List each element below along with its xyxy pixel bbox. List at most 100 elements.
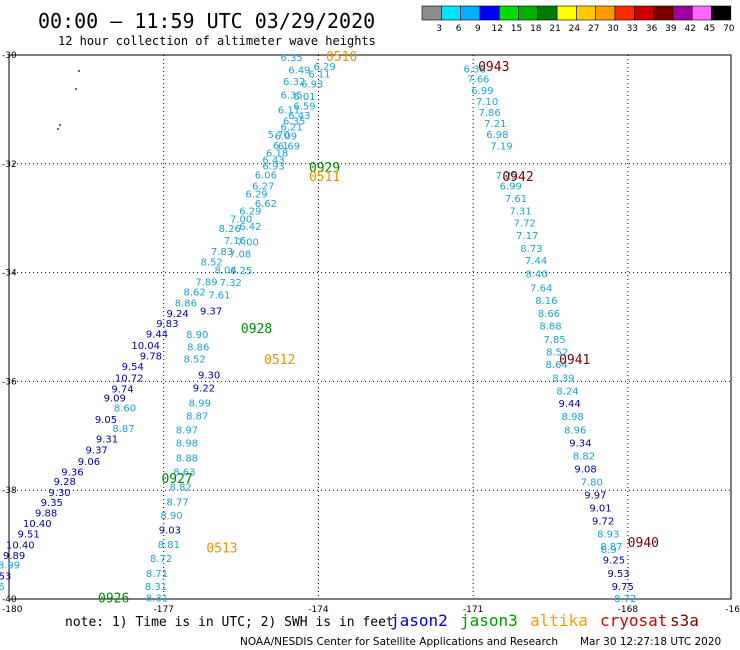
wave-height-value: 9.96 [0,582,5,593]
wave-height-value: 7.80 [581,477,603,488]
wave-height-value: 6.09 [275,132,297,143]
wave-height-value: 8.82 [170,482,192,493]
wave-height-value: 6.01 [293,92,315,103]
scale-swatch [711,5,732,21]
wave-height-value: 9.31 [96,435,118,446]
scale-label: 33 [627,24,638,34]
wave-height-value: 7.32 [220,278,242,289]
scale-label: 42 [684,24,695,34]
wave-height-value: 6.38 [464,65,486,76]
wave-height-value: 8.87 [112,424,134,435]
scale-swatch [556,5,577,21]
wave-height-value: 8.98 [562,412,584,423]
wave-height-value: 7.10 [476,97,498,108]
wave-height-value: 9.72 [592,517,614,528]
wave-height-value: 9.51 [17,530,39,541]
scale-swatch [440,5,461,21]
y-tick-label: -32 [2,160,17,170]
wave-height-value: 10.04 [131,341,160,352]
wave-height-value: 7.31 [509,207,531,218]
land-dots [57,70,80,130]
scale-swatch [537,5,558,21]
scale-label: 9 [475,24,481,34]
plot-area: -30 -32 -34 -36 -38 -40-180 -177 -174 -171 -168 -1… [0,50,740,615]
scale-label: 30 [607,24,619,34]
scale-swatch [498,5,519,21]
pass-time-label: 0511 [309,170,340,185]
wave-height-value: 7.89 [195,277,217,288]
wave-height-value: 8.86 [187,343,209,354]
wave-height-value: 6.99 [500,182,522,193]
wave-height-value: 8.26 [219,224,241,235]
wave-height-value: 6.43 [288,111,310,122]
wave-height-value: 7.64 [530,283,552,294]
y-tick-label: -30 [2,51,17,61]
scale-swatch [653,5,674,21]
wave-height-value: 8.39 [552,374,574,385]
wave-height-value: 6.25 [230,266,252,277]
scale-swatch [595,5,616,21]
wave-height-value: 9.78 [140,351,162,362]
pass-time-label: 0928 [241,322,272,337]
scale-label: 21 [549,24,560,34]
wave-height-value: 9.75 [612,582,634,593]
scale-swatch [614,5,635,21]
wave-height-value: 6.29 [245,190,267,201]
wave-height-value: 9.03 [159,525,181,536]
wave-height-value: 6.49 [288,66,310,77]
y-tick-label: -34 [2,269,17,279]
wave-height-value: 6.93 [301,79,323,90]
wave-height-value: 7.16 [224,236,246,247]
wave-height-value: 6.18 [266,148,288,159]
scale-label: 6 [456,24,462,34]
wave-height-value: 9.30 [198,370,220,381]
wave-height-value: 7.00 [237,238,259,249]
wave-height-value: 9.74 [111,384,133,395]
x-tick-label: -180 [2,605,23,615]
wave-height-value: 7.86 [479,108,501,119]
wave-height-value: 9.36 [61,468,83,479]
wave-height-value: 8.63 [173,468,195,479]
wave-height-value: 9.28 [54,477,76,488]
wave-height-value: 6.42 [239,222,261,233]
wave-height-value: 8.31 [145,582,167,593]
wave-height-value: 9.25 [603,555,625,566]
wave-height-value: 8.73 [520,244,542,255]
wave-height-value: 6.11 [308,69,330,80]
wave-height-value: 6.27 [252,182,274,193]
wave-height-value: 8.86 [175,299,197,310]
scale-swatch [479,5,500,21]
y-tick-label: -40 [2,595,17,605]
wave-height-value: 8.64 [546,360,568,371]
wave-height-value: 8.9 [601,545,617,556]
land-dot [78,70,80,72]
wave-height-value: 8.72 [614,594,636,605]
wave-height-value: 6.35 [283,116,305,127]
wave-height-value: 8.52 [184,355,206,366]
wave-height-value: 10.40 [6,541,35,552]
wave-height-value: 9.44 [146,330,168,341]
wave-height-value: 10.72 [115,374,144,385]
wave-height-value: 9.01 [589,504,611,515]
wave-height-value: 7.83 [211,247,233,258]
grid-lines [9,55,731,599]
land-dot [75,88,77,90]
wave-height-value: 6.32 [283,77,305,88]
wave-height-value: 7.17 [516,231,538,242]
footer-timestamp: Mar 30 12:27:18 UTC 2020 [580,636,721,648]
wave-height-value: 8.87 [186,412,208,423]
scale-swatch [518,5,539,21]
wave-height-value: 6.35 [280,91,302,102]
wave-height-value: 8.40 [525,270,547,281]
x-tick-label: -174 [308,605,329,615]
pass-time-label: 0926 [98,591,129,606]
wave-height-value: 9.24 [167,309,189,320]
scale-label: 39 [665,24,677,34]
y-tick-label: -36 [2,377,17,387]
wave-height-value: 8.99 [0,561,20,572]
pass-time-label: 0512 [264,353,295,368]
footer-note: note: 1) Time is in UTC; 2) SWH is in fe… [65,615,394,630]
wave-height-value: 6.69 [278,141,300,152]
